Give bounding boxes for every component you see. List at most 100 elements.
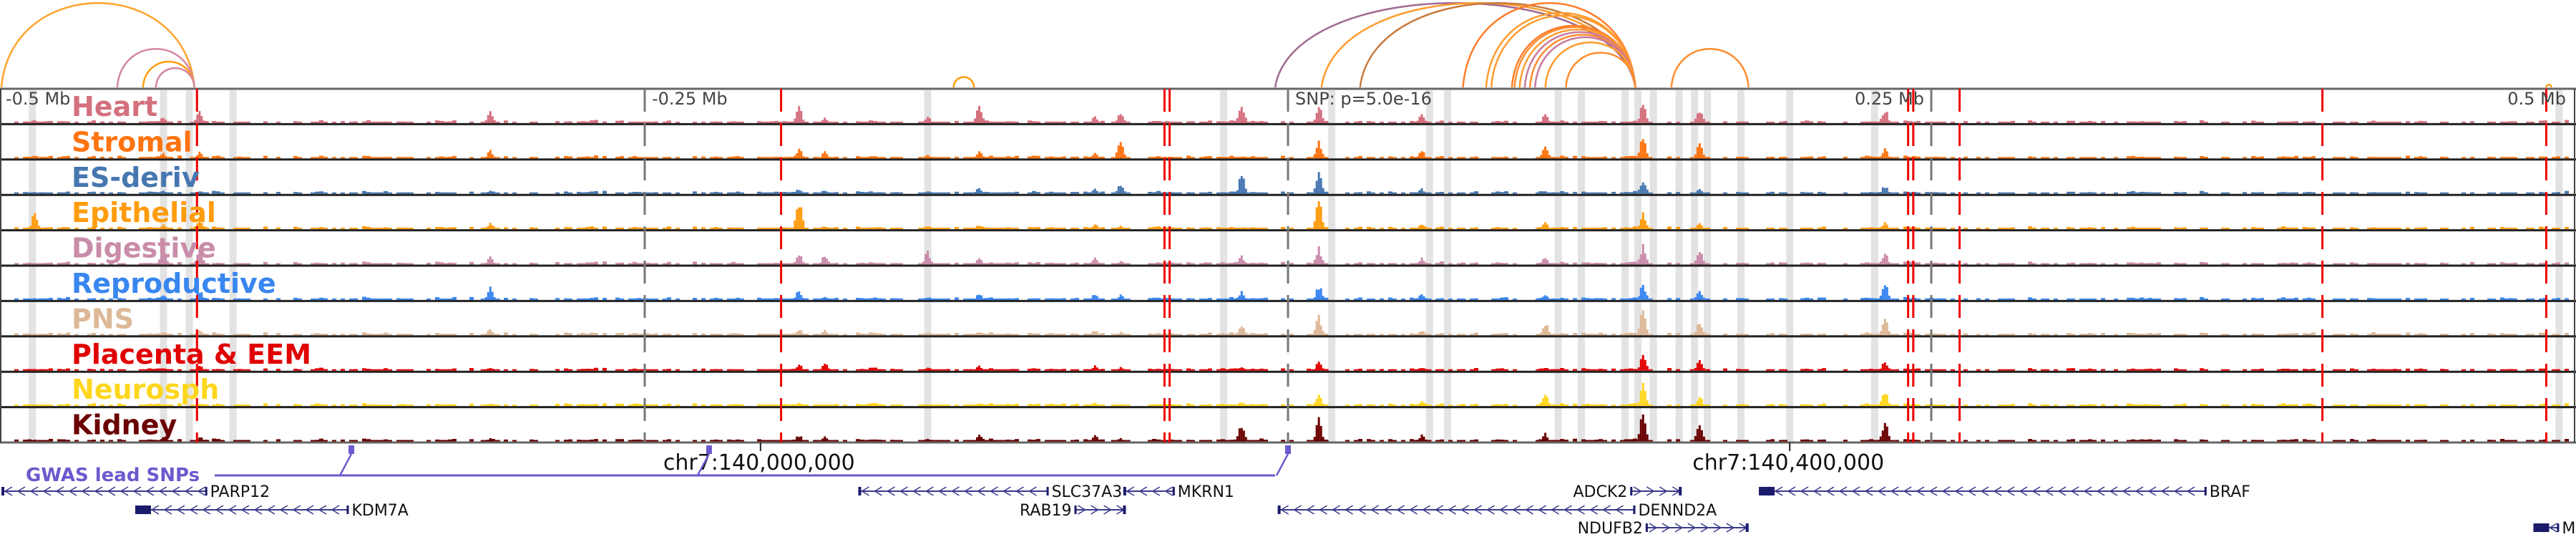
signal-bin xyxy=(1500,263,1504,265)
signal-bin xyxy=(349,263,353,265)
signal-peak xyxy=(169,334,172,336)
signal-bin xyxy=(2092,263,2097,265)
signal-peak xyxy=(1885,395,1888,407)
signal-peak xyxy=(800,207,803,230)
signal-bin xyxy=(2311,298,2316,300)
signal-bin xyxy=(1620,263,1624,265)
signal-bin xyxy=(2174,405,2178,407)
signal-bin xyxy=(1590,369,1594,371)
signal-peak xyxy=(1883,362,1886,371)
signal-bin xyxy=(139,228,143,230)
signal-peak xyxy=(1689,369,1692,371)
signal-peak xyxy=(789,228,792,230)
signal-bin xyxy=(1156,156,1161,159)
signal-bin xyxy=(2307,440,2311,442)
signal-peak xyxy=(982,157,985,159)
signal-peak xyxy=(1238,178,1241,194)
signal-peak xyxy=(171,405,174,407)
signal-peak xyxy=(804,405,807,407)
signal-bin xyxy=(1942,298,1946,300)
signal-bin xyxy=(1169,333,1174,336)
signal-bin xyxy=(1779,262,1783,265)
signal-bin xyxy=(942,228,946,230)
signal-bin xyxy=(2376,334,2380,336)
signal-bin xyxy=(2277,157,2281,159)
signal-bin xyxy=(1410,368,1414,371)
signal-peak xyxy=(1113,440,1116,442)
signal-bin xyxy=(882,298,886,300)
signal-bin xyxy=(2277,228,2281,230)
signal-bin xyxy=(1805,262,1809,265)
signal-peak xyxy=(171,298,174,300)
signal-bin xyxy=(2071,191,2075,194)
signal-bin xyxy=(1504,263,1508,265)
signal-peak xyxy=(791,334,794,336)
signal-bin xyxy=(1307,262,1311,265)
signal-bin xyxy=(1255,263,1259,265)
signal-bin xyxy=(122,440,126,442)
signal-bin xyxy=(602,439,607,442)
signal-bin xyxy=(1869,405,1873,407)
signal-peak xyxy=(980,437,982,442)
signal-bin xyxy=(2526,263,2530,265)
signal-peak xyxy=(1091,260,1094,265)
signal-bin xyxy=(628,369,633,371)
signal-bin xyxy=(2148,333,2152,336)
signal-bin xyxy=(362,155,366,159)
signal-peak xyxy=(971,298,974,300)
signal-bin xyxy=(1307,121,1311,123)
signal-peak xyxy=(980,112,982,123)
signal-bin xyxy=(177,261,182,265)
signal-peak xyxy=(935,298,938,300)
signal-bin xyxy=(349,334,353,336)
signal-peak xyxy=(1418,295,1421,300)
signal-bin xyxy=(1620,334,1624,336)
signal-peak xyxy=(1317,172,1320,194)
signal-bin xyxy=(641,298,645,300)
signal-peak xyxy=(802,369,805,371)
signal-bin xyxy=(1736,369,1740,371)
signal-bin xyxy=(177,155,182,159)
signal-peak xyxy=(497,334,500,336)
signal-peak xyxy=(167,121,170,123)
signal-bin xyxy=(530,334,534,336)
signal-bin xyxy=(2243,227,2247,230)
signal-bin xyxy=(353,263,358,265)
signal-bin xyxy=(2200,155,2204,159)
signal-peak xyxy=(1885,224,1888,230)
signal-peak xyxy=(1238,295,1241,300)
signal-peak xyxy=(1639,314,1642,336)
signal-bin xyxy=(1560,155,1564,159)
signal-bin xyxy=(2200,332,2204,336)
signal-bin xyxy=(152,369,156,371)
signal-bin xyxy=(1740,404,1745,407)
signal-peak xyxy=(832,157,835,159)
signal-bin xyxy=(371,369,375,371)
signal-peak xyxy=(1249,369,1252,371)
signal-peak xyxy=(27,405,30,407)
signal-bin xyxy=(654,333,658,336)
signal-bin xyxy=(1809,440,1813,442)
signal-bin xyxy=(1221,368,1225,371)
signal-bin xyxy=(1075,334,1079,336)
signal-peak xyxy=(1702,192,1705,194)
signal-peak xyxy=(1704,263,1707,265)
signal-bin xyxy=(1908,261,1912,265)
signal-bin xyxy=(787,369,791,371)
signal-bin xyxy=(2384,334,2389,336)
signal-bin xyxy=(577,191,581,194)
signal-bin xyxy=(1165,333,1169,336)
signal-peak xyxy=(27,369,30,371)
signal-bin xyxy=(1564,227,1568,230)
signal-bin xyxy=(714,121,718,123)
signal-bin xyxy=(2526,405,2530,407)
signal-peak xyxy=(1089,298,1092,300)
signal-bin xyxy=(1912,121,1916,123)
signal-bin xyxy=(2333,157,2337,159)
signal-bin xyxy=(1513,334,1517,336)
signal-bin xyxy=(1371,405,1375,407)
signal-bin xyxy=(864,369,869,371)
signal-bin xyxy=(1229,440,1234,442)
signal-bin xyxy=(1358,262,1362,265)
signal-bin xyxy=(654,263,658,265)
